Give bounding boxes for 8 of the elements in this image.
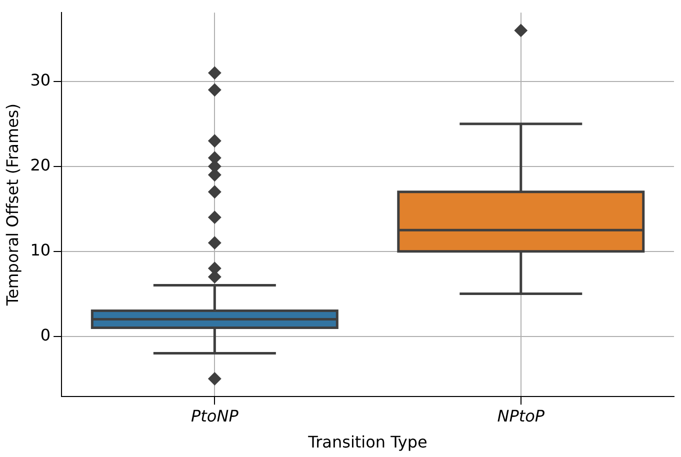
x-axis-title: Transition Type [307,432,428,452]
x-tick-label: PtoNP [191,406,239,426]
y-tick-label: 30 [30,70,51,90]
y-tick-label: 10 [30,240,51,260]
y-tick-label: 0 [40,325,51,344]
y-tick-label: 20 [30,156,51,175]
x-tick-label: NPtoP [497,406,545,426]
y-axis-title: Temporal Offset (Frames) [2,104,22,307]
